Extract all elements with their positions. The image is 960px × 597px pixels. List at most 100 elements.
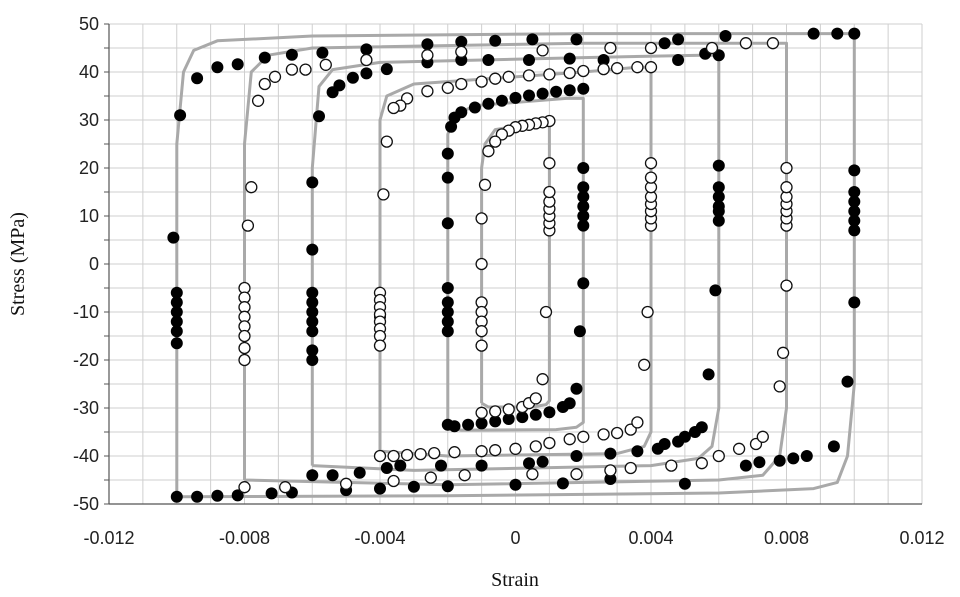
open-data-point <box>251 94 265 107</box>
filled-data-point <box>346 71 359 84</box>
open-data-point <box>387 449 400 463</box>
filled-data-point <box>848 224 861 237</box>
filled-data-point <box>170 315 183 328</box>
filled-data-point <box>170 325 183 338</box>
open-data-point <box>644 61 658 74</box>
filled-data-point <box>441 480 454 493</box>
filled-data-point <box>509 91 522 104</box>
filled-data-point <box>658 37 671 50</box>
filled-data-point <box>577 200 590 213</box>
open-data-point <box>455 77 468 91</box>
filled-data-point <box>536 87 549 100</box>
open-data-point <box>268 70 282 83</box>
open-data-point <box>610 62 624 75</box>
open-data-point <box>563 66 576 80</box>
filled-data-point <box>577 277 590 290</box>
open-data-point <box>631 61 644 74</box>
open-data-point <box>522 69 536 82</box>
filled-data-point <box>360 67 373 80</box>
open-data-point <box>644 41 658 55</box>
open-data-point <box>712 449 725 463</box>
filled-data-point <box>407 480 420 493</box>
filled-data-point <box>550 85 563 98</box>
open-data-point <box>644 157 658 170</box>
open-data-point <box>780 181 793 194</box>
filled-data-point <box>174 109 187 122</box>
filled-data-point <box>441 296 454 309</box>
open-data-point <box>597 62 610 76</box>
filled-data-point <box>570 33 583 46</box>
open-data-point <box>360 53 373 67</box>
filled-data-point <box>523 54 535 66</box>
open-data-point <box>238 353 251 367</box>
filled-data-point <box>265 487 278 500</box>
open-data-point <box>414 447 427 461</box>
x-tick-label: 0.008 <box>764 528 809 548</box>
filled-data-point <box>394 459 407 472</box>
filled-data-point <box>631 445 644 458</box>
filled-data-point <box>231 489 244 502</box>
filled-data-point <box>455 35 468 48</box>
y-tick-label: -30 <box>73 398 99 418</box>
filled-data-point <box>827 440 840 453</box>
filled-data-point <box>848 214 861 227</box>
open-data-point <box>238 341 251 355</box>
filled-data-point <box>556 477 569 490</box>
filled-data-point <box>306 344 319 357</box>
filled-data-point <box>285 48 298 61</box>
filled-data-point <box>170 296 183 309</box>
open-data-point <box>245 181 258 194</box>
y-tick-label: -50 <box>73 494 99 514</box>
open-data-point <box>543 185 556 199</box>
filled-data-point <box>702 368 715 381</box>
filled-data-point <box>831 27 844 40</box>
filled-data-point <box>848 205 861 218</box>
open-data-point <box>428 446 441 460</box>
filled-data-point <box>316 46 329 59</box>
filled-data-point <box>570 450 583 462</box>
filled-data-point <box>445 120 458 133</box>
open-data-point <box>776 346 790 359</box>
open-data-point <box>241 219 255 232</box>
filled-data-point <box>306 176 319 189</box>
filled-data-point <box>577 82 590 95</box>
open-data-point <box>489 444 502 457</box>
filled-data-point <box>577 219 590 232</box>
open-data-point <box>400 448 414 462</box>
filled-data-point <box>326 86 339 99</box>
open-data-point <box>475 212 488 225</box>
filled-data-point <box>306 354 319 366</box>
y-tick-label: -40 <box>73 446 99 466</box>
open-data-point <box>577 64 590 78</box>
open-data-point <box>482 145 495 158</box>
x-tick-label: 0.004 <box>628 528 673 548</box>
filled-data-point <box>712 200 725 213</box>
filled-data-point <box>848 164 861 177</box>
filled-data-point <box>475 417 488 430</box>
filled-data-point <box>604 447 617 460</box>
filled-data-point <box>326 469 339 482</box>
open-data-point <box>780 279 793 292</box>
filled-data-point <box>597 54 610 66</box>
axes <box>104 23 922 505</box>
filled-data-point <box>306 325 319 338</box>
x-tick-label: 0.012 <box>899 528 944 548</box>
filled-data-point <box>753 456 766 469</box>
filled-data-point <box>672 54 685 66</box>
open-data-point <box>529 440 542 453</box>
open-data-point <box>455 45 468 58</box>
open-data-point <box>421 49 434 62</box>
open-data-point <box>475 406 488 419</box>
filled-data-point <box>258 51 271 64</box>
open-data-point <box>319 58 332 71</box>
filled-data-point <box>577 162 590 174</box>
open-data-point <box>502 403 515 416</box>
open-data-point <box>604 41 617 55</box>
filled-data-point <box>441 306 454 318</box>
open-data-point <box>489 405 502 418</box>
filled-data-point <box>577 190 590 203</box>
filled-data-point <box>360 43 373 56</box>
x-tick-label: -0.004 <box>354 528 405 548</box>
filled-data-point <box>191 490 204 503</box>
